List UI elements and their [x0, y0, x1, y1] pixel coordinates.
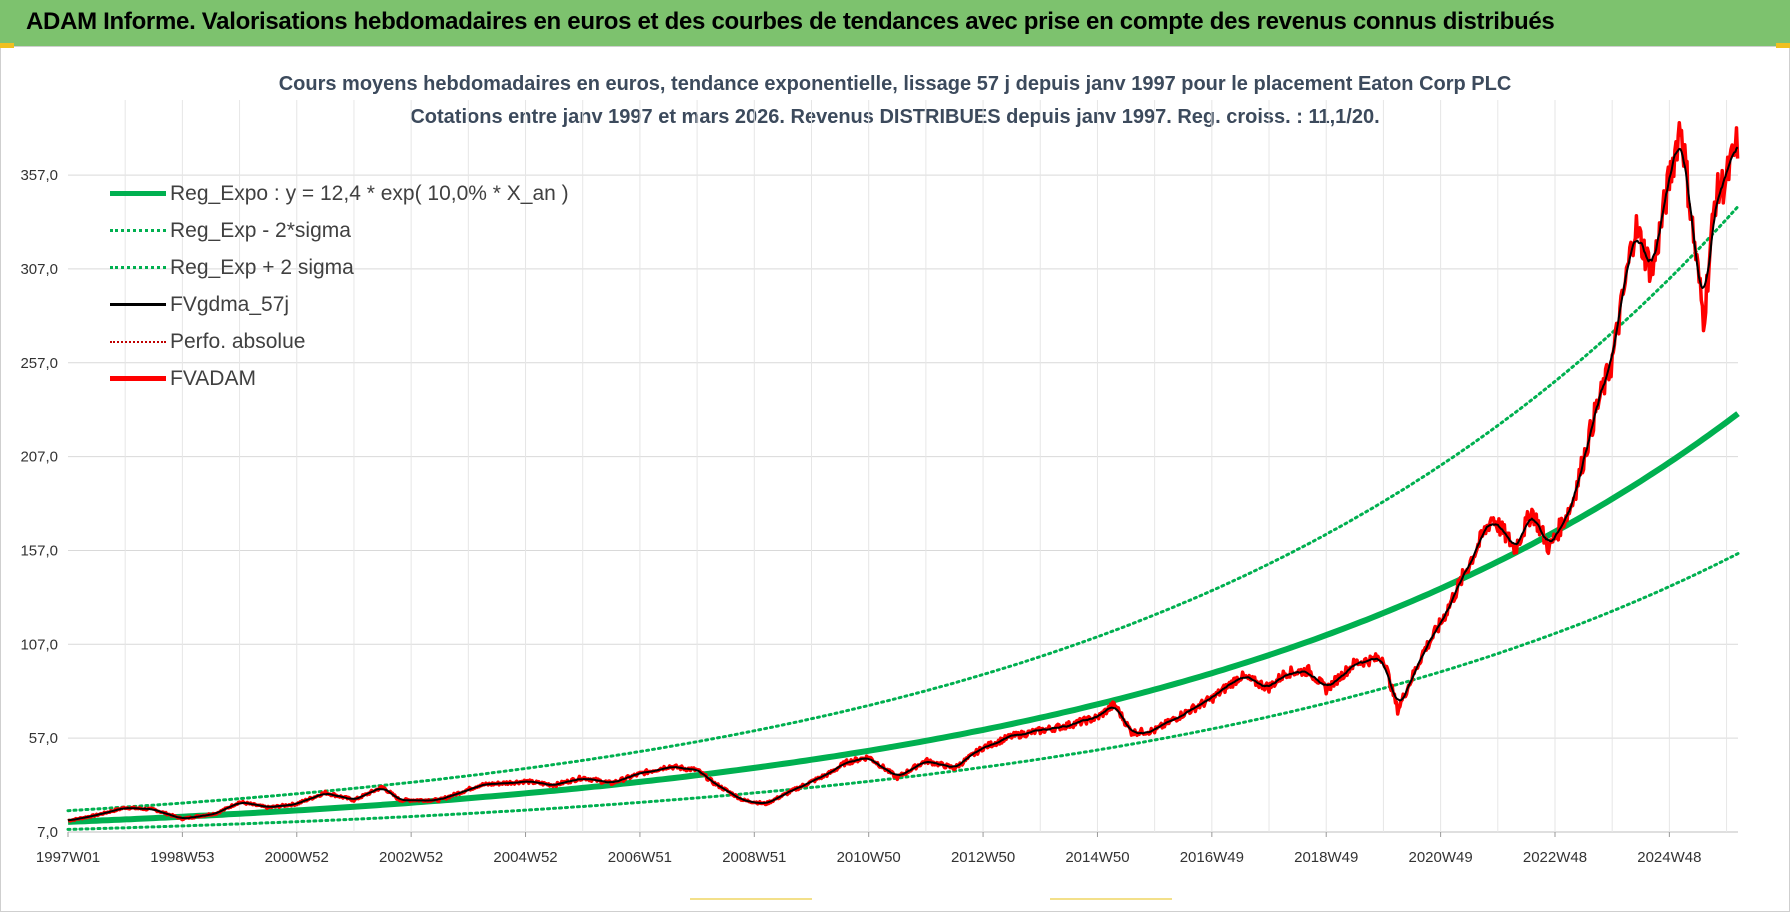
series-fvgdma [67, 146, 1739, 822]
x-tick-label: 2006W51 [608, 849, 672, 866]
y-tick-label: 257,0 [20, 355, 58, 372]
bottom-accent-left [690, 898, 812, 900]
x-tick-label: 2012W50 [951, 849, 1015, 866]
legend-label-reg-expo: Reg_Expo : y = 12,4 * exp( 10,0% * X_an … [170, 181, 569, 205]
legend-label-fvadam: FVADAM [170, 366, 256, 390]
legend-label-reg-exp-plus: Reg_Exp + 2 sigma [170, 255, 354, 279]
series-layer [66, 120, 1740, 831]
chart-legend: Reg_Expo : y = 12,4 * exp( 10,0% * X_an … [110, 175, 569, 397]
legend-item-reg-exp-minus: Reg_Exp - 2*sigma [110, 212, 569, 249]
series-reg-expo [67, 411, 1740, 825]
report-banner: ADAM Informe. Valorisations hebdomadaire… [0, 0, 1790, 47]
x-tick-label: 2024W48 [1637, 849, 1701, 866]
x-tick-label: 2018W49 [1294, 849, 1358, 866]
legend-swatch-perfo-absolue [110, 340, 166, 343]
corner-marker-left [0, 43, 14, 48]
y-tick-label: 57,0 [29, 730, 58, 747]
legend-item-reg-expo: Reg_Expo : y = 12,4 * exp( 10,0% * X_an … [110, 175, 569, 212]
x-tick-label: 1997W01 [36, 849, 100, 866]
legend-item-fvgdma: FVgdma_57j [110, 286, 569, 323]
chart-title: Cours moyens hebdomadaires en euros, ten… [278, 73, 1512, 95]
series-reg-exp-minus [66, 552, 1740, 831]
bottom-accent-right [1050, 898, 1172, 900]
legend-swatch-fvgdma [110, 303, 166, 306]
legend-item-reg-exp-plus: Reg_Exp + 2 sigma [110, 249, 569, 286]
x-tick-label: 2000W52 [265, 849, 329, 866]
chart-subtitle: Cotations entre janv 1997 et mars 2026. … [410, 106, 1380, 128]
legend-label-perfo-absolue: Perfo. absolue [170, 329, 306, 353]
y-tick-label: 107,0 [20, 636, 58, 653]
legend-swatch-reg-expo [110, 191, 166, 196]
y-tick-label: 7,0 [37, 824, 58, 841]
corner-marker-right [1776, 43, 1790, 48]
x-tick-label: 2010W50 [837, 849, 901, 866]
x-tick-label: 2020W49 [1408, 849, 1472, 866]
y-tick-label: 357,0 [20, 167, 58, 184]
legend-label-reg-exp-minus: Reg_Exp - 2*sigma [170, 218, 351, 242]
legend-label-fvgdma: FVgdma_57j [170, 292, 290, 316]
x-tick-label: 2008W51 [722, 849, 786, 866]
y-tick-label: 157,0 [20, 542, 58, 559]
x-tick-label: 2004W52 [493, 849, 557, 866]
x-tick-label: 2014W50 [1065, 849, 1129, 866]
x-tick-label: 1998W53 [150, 849, 214, 866]
y-tick-label: 307,0 [20, 261, 58, 278]
report-title: ADAM Informe. Valorisations hebdomadaire… [26, 8, 1555, 35]
legend-swatch-fvadam [110, 376, 166, 381]
legend-item-perfo-absolue: Perfo. absolue [110, 323, 569, 360]
legend-swatch-reg-exp-plus [110, 266, 166, 269]
y-tick-label: 207,0 [20, 449, 58, 466]
grid-layer [68, 100, 1738, 833]
series-reg-exp-plus [66, 205, 1740, 813]
x-tick-label: 2016W49 [1180, 849, 1244, 866]
x-tick-label: 2002W52 [379, 849, 443, 866]
legend-item-fvadam: FVADAM [110, 360, 569, 397]
axis-layer: 7,0 57,0 107,0 157,0 207,0 257,0 307,0 357,0 199… [20, 167, 1701, 866]
x-tick-label: 2022W48 [1523, 849, 1587, 866]
legend-swatch-reg-exp-minus [110, 229, 166, 232]
